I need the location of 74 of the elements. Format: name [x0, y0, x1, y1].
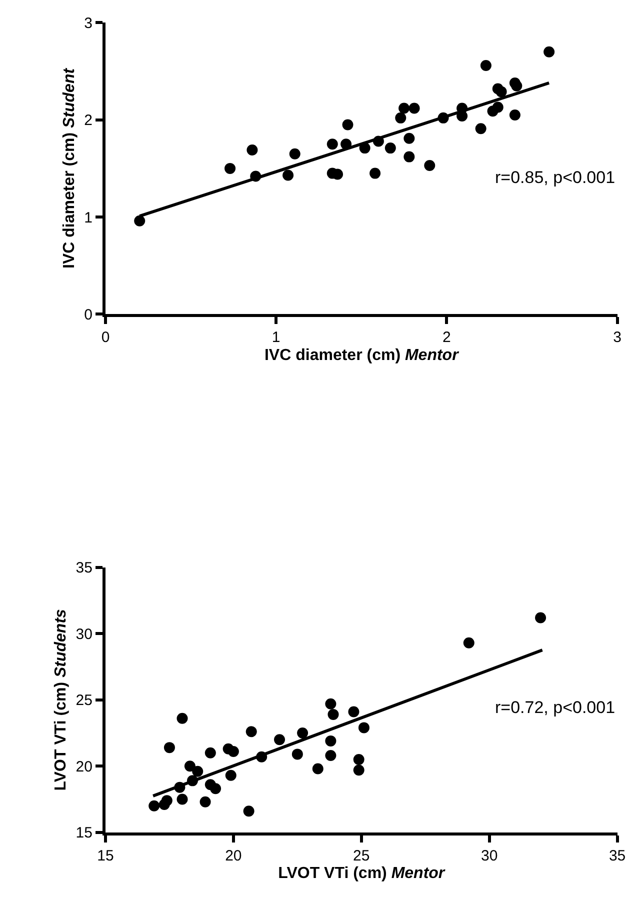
point	[176, 794, 188, 805]
point	[176, 712, 188, 724]
point	[210, 783, 222, 794]
point	[289, 148, 300, 160]
point	[246, 144, 258, 156]
point	[492, 102, 504, 113]
point	[496, 86, 507, 98]
point	[544, 46, 555, 58]
point	[325, 750, 336, 762]
annotation: r=0.85, p<0.001	[495, 168, 616, 187]
x-tick-label: 25	[353, 847, 370, 864]
point	[511, 80, 522, 92]
point	[184, 760, 196, 772]
annotation: r=0.72, p<0.001	[495, 698, 616, 717]
y-tick-label: 15	[76, 824, 92, 842]
y-tick-label: 35	[76, 560, 92, 577]
point	[325, 698, 336, 710]
y-tick-label: 30	[76, 626, 92, 643]
point	[342, 119, 354, 130]
point	[292, 748, 303, 760]
x-tick-label: 35	[608, 847, 626, 864]
x-tick-label: 2	[442, 329, 451, 346]
point	[148, 800, 160, 812]
point	[353, 754, 364, 765]
point	[408, 102, 420, 114]
point	[134, 215, 146, 226]
point	[535, 612, 546, 624]
point	[161, 795, 172, 806]
point	[404, 151, 415, 162]
point	[325, 735, 336, 746]
point	[404, 132, 415, 144]
point	[243, 806, 254, 817]
y-tick-label: 0	[84, 306, 92, 324]
point	[274, 734, 286, 746]
point	[246, 726, 257, 738]
point	[326, 138, 338, 150]
point	[384, 142, 396, 154]
y-axis-title: IVC diameter (cm) Student	[61, 68, 78, 268]
point	[282, 170, 294, 181]
point	[200, 796, 211, 808]
x-tick-label: 15	[97, 847, 114, 864]
y-tick-label: 3	[84, 14, 92, 32]
point	[509, 110, 520, 121]
point	[463, 637, 474, 648]
point	[480, 60, 492, 71]
point	[475, 123, 486, 134]
point	[297, 727, 308, 738]
point	[370, 168, 381, 179]
point	[398, 102, 410, 114]
y-tick-label: 1	[84, 209, 92, 226]
point	[224, 162, 236, 174]
point	[312, 763, 324, 774]
point	[228, 746, 239, 758]
point	[424, 160, 436, 172]
y-tick-label: 20	[76, 758, 92, 776]
point	[225, 770, 236, 781]
point	[328, 708, 339, 720]
x-tick-label: 0	[101, 329, 110, 346]
x-tick-label: 3	[613, 329, 622, 346]
point	[164, 742, 175, 754]
x-tick-label: 30	[481, 847, 498, 864]
x-tick-label: 1	[272, 329, 280, 346]
x-axis-title: IVC diameter (cm) Mentor	[264, 346, 460, 364]
point	[358, 722, 370, 734]
point	[395, 112, 406, 124]
point	[204, 747, 216, 758]
x-axis-title: LVOT VTi (cm) Mentor	[278, 865, 446, 882]
x-tick-label: 20	[225, 847, 242, 864]
y-tick-label: 25	[76, 692, 92, 710]
y-tick-label: 2	[84, 112, 92, 130]
y-axis-title: LVOT VTi (cm) Students	[52, 608, 70, 791]
point	[192, 766, 204, 777]
point	[353, 764, 364, 776]
point	[348, 706, 360, 718]
